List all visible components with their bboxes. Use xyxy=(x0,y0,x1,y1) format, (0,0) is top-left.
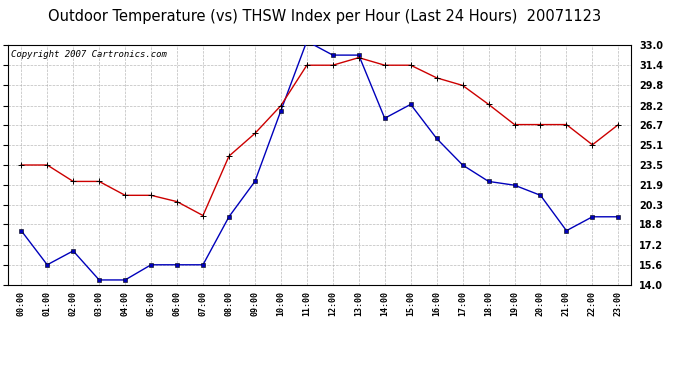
Text: Outdoor Temperature (vs) THSW Index per Hour (Last 24 Hours)  20071123: Outdoor Temperature (vs) THSW Index per … xyxy=(48,9,601,24)
Text: Copyright 2007 Cartronics.com: Copyright 2007 Cartronics.com xyxy=(12,50,167,59)
